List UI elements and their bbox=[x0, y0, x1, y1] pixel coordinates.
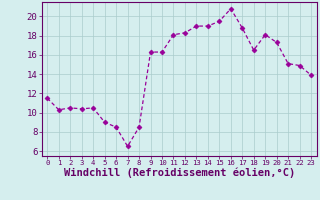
X-axis label: Windchill (Refroidissement éolien,°C): Windchill (Refroidissement éolien,°C) bbox=[64, 168, 295, 178]
